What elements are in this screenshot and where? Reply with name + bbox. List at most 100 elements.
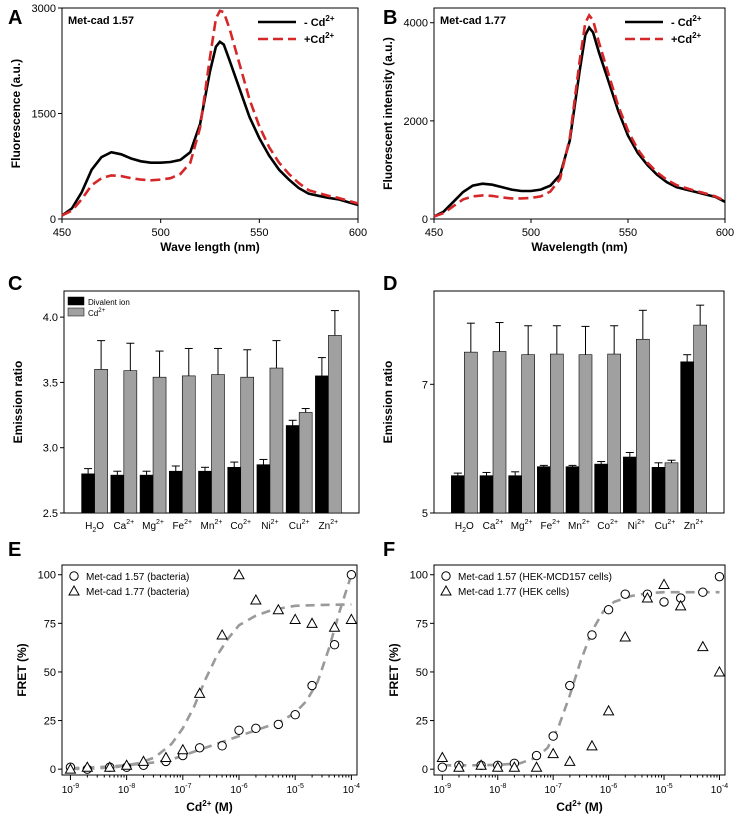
f-triangle-marker <box>696 640 709 652</box>
c-category-tail: O <box>96 521 104 532</box>
f-tick-exponent: -9 <box>445 783 451 790</box>
c-category-base: Zn <box>319 521 331 532</box>
d-category-superscript: 2+ <box>667 519 675 526</box>
f-circle-marker <box>587 630 597 640</box>
e-tick-base: 10 <box>343 785 355 796</box>
c-y-axis-label: Emission ratio <box>11 361 25 444</box>
e-circle-marker <box>307 680 317 691</box>
e-x-axis-label: Cd2+ (M) <box>186 799 232 814</box>
d-category-label: Fe2+ <box>541 519 561 532</box>
d-bar-cd <box>521 354 535 514</box>
d-category-superscript: 2+ <box>637 519 645 526</box>
c-category-label: Mn2+ <box>201 519 223 532</box>
e-x-tick-label: 10-9 <box>62 783 79 796</box>
a-series-line-1 <box>61 9 359 217</box>
d-category-subscript: 2 <box>462 527 466 534</box>
f-x-tick-label: 10-6 <box>600 783 617 796</box>
c-category-base: Mn <box>201 521 215 532</box>
e-triangle-marker <box>68 584 80 596</box>
b-series-line-0 <box>433 25 726 218</box>
d-bar-divalent-ion <box>537 466 551 514</box>
a-legend-label-0: - Cd2+ <box>304 14 335 29</box>
e-x-label-base: Cd <box>186 800 202 814</box>
d-category-base: Cu <box>655 521 668 532</box>
a-sensor-annotation: Met-cad 1.57 <box>68 15 134 27</box>
panel-letter-F: F <box>383 539 395 561</box>
b-legend-label-0: - Cd2+ <box>671 14 702 29</box>
d-category-superscript: 2+ <box>610 519 618 526</box>
c-category-superscript: 2+ <box>214 519 222 526</box>
d-y-tick-label: 7 <box>422 379 428 391</box>
c-bar-cd <box>269 367 284 514</box>
e-triangle-marker <box>272 603 285 615</box>
a-x-tick-label: 500 <box>151 227 169 239</box>
a-legend-label-1: +Cd2+ <box>304 31 335 46</box>
e-triangle-marker <box>328 621 341 632</box>
d-bar-divalent-ion <box>623 456 637 514</box>
f-circle-marker <box>620 589 630 599</box>
e-y-tick-label: 25 <box>44 716 56 728</box>
e-tick-exponent: -7 <box>185 783 191 790</box>
d-category-base: Fe <box>541 521 553 532</box>
c-bar-cd <box>240 376 255 514</box>
c-legend-label-1: Cd2+ <box>88 308 106 318</box>
panel-letter-E: E <box>8 539 21 561</box>
c-legend-swatch-1 <box>67 307 85 317</box>
e-triangle-marker <box>289 613 302 624</box>
f-tick-base: 10 <box>600 785 612 796</box>
e-circle-marker <box>290 710 300 720</box>
d-bar-cd <box>464 351 478 514</box>
e-triangle-marker <box>306 617 318 628</box>
c-bar-divalent-ion <box>285 425 300 514</box>
e-x-tick-label: 10-8 <box>118 783 135 796</box>
f-triangle-marker <box>563 755 576 766</box>
c-category-label: Co2+ <box>230 519 251 532</box>
b-legend-superscript: 2+ <box>692 14 701 23</box>
c-category-base: H <box>85 521 92 532</box>
f-tick-base: 10 <box>544 785 556 796</box>
c-category-base: Ca <box>113 521 126 532</box>
d-bar-divalent-ion <box>680 361 694 514</box>
d-bar-divalent-ion <box>565 466 580 514</box>
c-legend-label-0: Divalent ion <box>88 298 130 307</box>
f-y-tick-label: 25 <box>416 716 428 728</box>
e-triangle-marker <box>193 687 206 698</box>
c-category-superscript: 2+ <box>271 519 279 526</box>
c-category-base: Fe <box>172 521 184 532</box>
c-category-base: Mg <box>142 521 156 532</box>
f-triangle-marker <box>475 759 487 770</box>
b-sensor-annotation: Met-cad 1.77 <box>440 15 506 27</box>
f-triangle-marker <box>530 761 543 772</box>
d-bar-divalent-ion <box>451 475 465 514</box>
e-circle-marker <box>217 741 227 751</box>
e-y-tick-label: 100 <box>38 570 56 582</box>
e-circle-marker <box>194 743 205 753</box>
c-bar-divalent-ion <box>168 470 183 514</box>
c-category-label: Ca2+ <box>113 519 134 532</box>
c-category-base: Cu <box>289 521 302 532</box>
f-legend-label-1: Met-cad 1.77 (HEK cells) <box>458 587 569 598</box>
d-bar-cd <box>492 351 507 514</box>
e-tick-base: 10 <box>287 785 299 796</box>
d-category-label: Ni2+ <box>628 519 645 532</box>
f-triangle-marker <box>440 584 452 596</box>
f-x-tick-label: 10-7 <box>544 783 561 796</box>
d-bar-divalent-ion <box>479 475 494 514</box>
d-y-tick-label: 5 <box>422 508 428 520</box>
f-tick-base: 10 <box>711 785 723 796</box>
c-legend-swatch-0 <box>67 296 85 306</box>
a-y-tick-label: 3000 <box>32 3 56 15</box>
f-tick-exponent: -4 <box>722 783 728 790</box>
d-category-label: Mn2+ <box>568 519 590 532</box>
e-tick-base: 10 <box>118 785 130 796</box>
f-triangle-marker <box>436 751 449 762</box>
d-bar-cd <box>636 338 650 514</box>
f-x-label-base: Cd <box>556 800 572 814</box>
d-category-label: Cu2+ <box>655 519 676 532</box>
a-x-axis-label: Wave length (nm) <box>160 240 260 254</box>
e-triangle-marker <box>345 613 358 624</box>
e-tick-base: 10 <box>174 785 186 796</box>
e-x-tick-label: 10-5 <box>287 783 304 796</box>
c-category-superscript: 2+ <box>184 519 192 526</box>
